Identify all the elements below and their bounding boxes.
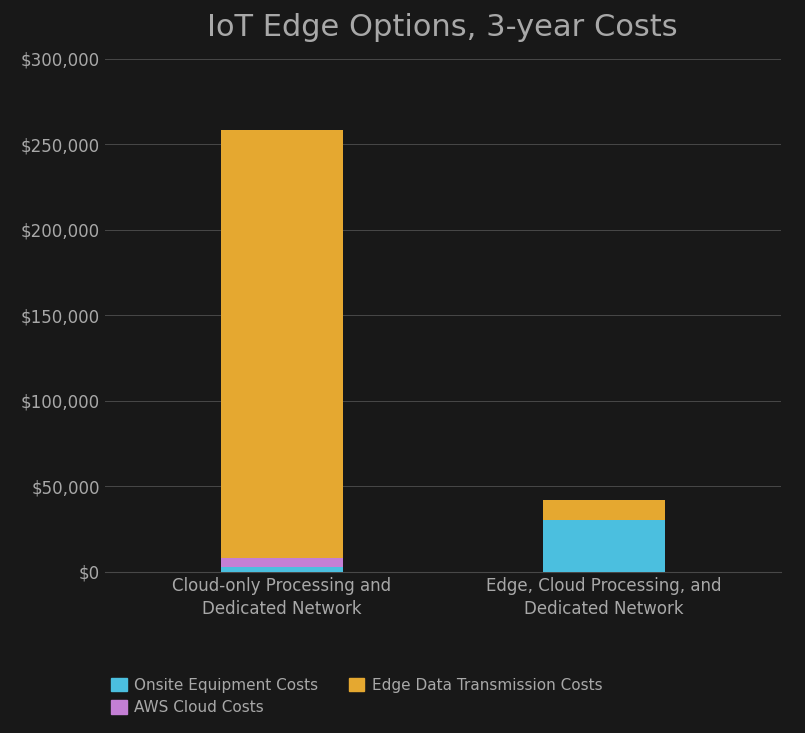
Bar [221, 558, 343, 567]
Legend: Onsite Equipment Costs, AWS Cloud Costs, Edge Data Transmission Costs: Onsite Equipment Costs, AWS Cloud Costs,… [111, 677, 603, 715]
Bar [543, 520, 665, 572]
Bar [221, 130, 343, 558]
Title: IoT Edge Options, 3-year Costs: IoT Edge Options, 3-year Costs [208, 13, 678, 43]
Bar [221, 567, 343, 572]
Bar [543, 500, 665, 520]
